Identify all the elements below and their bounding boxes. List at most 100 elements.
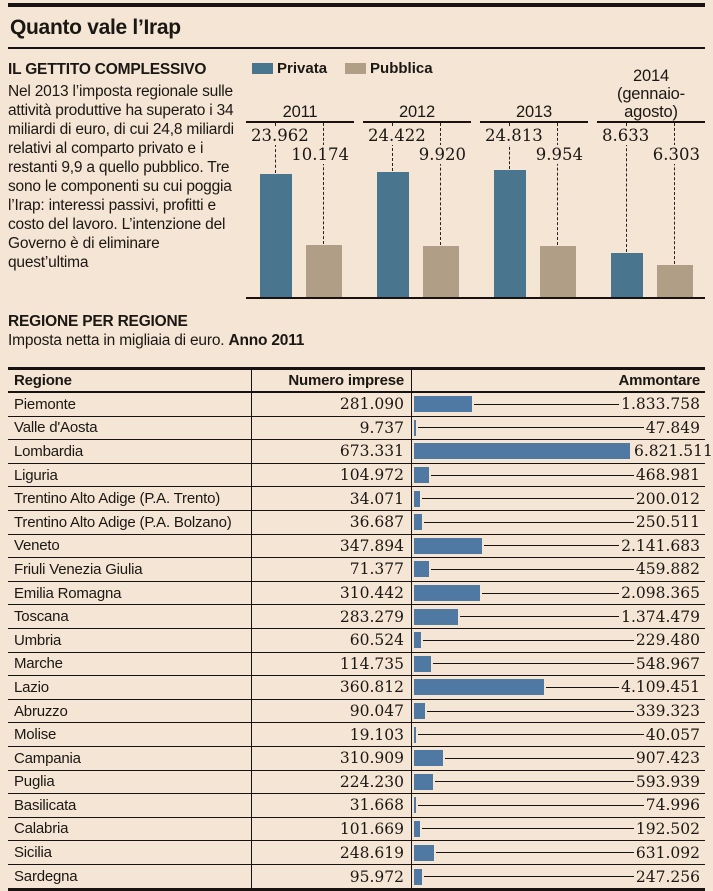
ammontare-cell: 339.323 — [412, 700, 705, 723]
region-name: Puglia — [8, 770, 252, 794]
header-numero-imprese: Numero imprese — [252, 370, 412, 391]
ammontare-bar — [414, 844, 434, 861]
legend-label-privata: Privata — [277, 59, 328, 77]
bar-privata-2012 — [377, 172, 409, 297]
numero-imprese-value: 90.047 — [252, 699, 412, 723]
ammontare-bar — [414, 396, 472, 413]
chart-year-label: 2012 — [399, 103, 435, 121]
leader-dash-pubblica — [674, 123, 675, 264]
value-label-privata: 8.633 — [599, 126, 653, 145]
table-row: Basilicata 31.668 74.996 — [8, 794, 705, 818]
ammontare-value: 192.502 — [635, 819, 700, 838]
chart-group-2011: 2011 23.962 10.174 — [246, 83, 354, 297]
value-label-pubblica: 9.920 — [415, 145, 469, 164]
region-name: Emilia Romagna — [8, 581, 252, 605]
ammontare-cell: 200.012 — [412, 487, 705, 510]
ammontare-bar — [414, 561, 429, 578]
region-name: Trentino Alto Adige (P.A. Bolzano) — [8, 510, 252, 534]
ammontare-bar — [414, 467, 429, 484]
numero-imprese-value: 36.687 — [252, 510, 412, 534]
chart-plot-area: 2011 23.962 10.174 2012 24.422 9.920 2013 24.81… — [246, 67, 705, 297]
ammontare-value: 631.092 — [635, 843, 700, 862]
table-row: Abruzzo 90.047 339.323 — [8, 699, 705, 724]
region-subtitle-year: Anno 2011 — [228, 332, 305, 349]
ammontare-value: 40.057 — [645, 725, 700, 744]
table-row: Friuli Venezia Giulia 71.377 459.882 — [8, 558, 705, 582]
region-name: Piemonte — [8, 393, 252, 416]
value-label-pubblica: 10.174 — [288, 145, 352, 164]
value-label-pubblica: 9.954 — [532, 145, 586, 164]
bar-pubblica-2011 — [306, 245, 342, 297]
numero-imprese-value: 34.071 — [252, 487, 412, 510]
legend-item-pubblica: Pubblica — [345, 60, 433, 77]
chart-year-label: 2014 (gennaio-agosto) — [597, 67, 705, 121]
ammontare-cell: 907.423 — [412, 747, 705, 770]
leader-line — [431, 568, 634, 570]
region-name: Molise — [8, 723, 252, 746]
table-row: Puglia 224.230 593.939 — [8, 770, 705, 795]
chart-group-rule — [363, 121, 471, 123]
region-name: Trentino Alto Adige (P.A. Trento) — [8, 487, 252, 510]
bar-privata-2014 — [611, 253, 643, 297]
region-heading: REGIONE PER REGIONE — [8, 313, 188, 330]
ammontare-cell: 47.849 — [412, 417, 705, 440]
value-label-pubblica: 6.303 — [649, 145, 703, 164]
numero-imprese-value: 60.524 — [252, 628, 412, 652]
table-row: Liguria 104.972 468.981 — [8, 463, 705, 488]
numero-imprese-value: 9.737 — [252, 416, 412, 440]
numero-imprese-value: 95.972 — [252, 864, 412, 889]
numero-imprese-value: 360.812 — [252, 676, 412, 699]
chart-group-plot: 24.813 9.954 — [480, 123, 588, 297]
ammontare-bar — [414, 585, 480, 602]
table-row: Molise 19.103 40.057 — [8, 723, 705, 747]
ammontare-cell: 6.821.511 — [412, 440, 713, 463]
region-name: Umbria — [8, 628, 252, 652]
ammontare-value: 1.374.479 — [621, 607, 700, 626]
legend-label-pubblica: Pubblica — [370, 59, 433, 77]
chart-group-2013: 2013 24.813 9.954 — [480, 83, 588, 297]
ammontare-bar — [414, 490, 420, 507]
bar-pubblica-2013 — [540, 246, 576, 297]
ammontare-value: 6.821.511 — [634, 442, 713, 461]
ammontare-bar — [414, 655, 431, 672]
ammontare-value: 229.480 — [635, 631, 700, 650]
leader-line — [435, 781, 634, 783]
table-row: Sardegna 95.972 247.256 — [8, 864, 705, 889]
ammontare-bar — [414, 514, 422, 531]
ammontare-cell: 631.092 — [412, 841, 705, 864]
leader-dash-pubblica — [440, 123, 441, 245]
region-name: Toscana — [8, 605, 252, 628]
table-row: Sicilia 248.619 631.092 — [8, 841, 705, 865]
ammontare-value: 74.996 — [645, 796, 700, 815]
gettito-heading: IL GETTITO COMPLESSIVO — [8, 61, 207, 78]
ammontare-cell: 40.057 — [412, 723, 705, 746]
ammontare-value: 468.981 — [635, 466, 700, 485]
leader-line — [474, 403, 620, 405]
region-name: Sardegna — [8, 864, 252, 889]
ammontare-value: 593.939 — [635, 772, 700, 791]
numero-imprese-value: 114.735 — [252, 652, 412, 676]
ammontare-value: 247.256 — [635, 867, 700, 886]
ammontare-cell: 593.939 — [412, 771, 705, 794]
ammontare-bar — [414, 443, 630, 460]
leader-line — [482, 592, 620, 594]
table-row: Piemonte 281.090 1.833.758 — [8, 393, 705, 417]
ammontare-bar — [414, 868, 422, 885]
leader-line — [422, 828, 634, 830]
chart-year-sublabel: (gennaio-agosto) — [617, 85, 685, 121]
ammontare-bar — [414, 679, 544, 696]
ammontare-value: 459.882 — [635, 560, 700, 579]
table-row: Valle d'Aosta 9.737 47.849 — [8, 416, 705, 441]
value-label-privata: 24.422 — [365, 126, 429, 145]
leader-line — [424, 521, 634, 523]
leader-line — [431, 474, 634, 476]
leader-line — [418, 427, 644, 429]
region-name: Basilicata — [8, 794, 252, 817]
region-name: Lazio — [8, 676, 252, 699]
ammontare-bar — [414, 537, 482, 554]
value-label-privata: 23.962 — [248, 126, 312, 145]
ammontare-cell: 247.256 — [412, 865, 705, 889]
ammontare-cell: 74.996 — [412, 794, 705, 817]
ammontare-value: 339.323 — [635, 702, 700, 721]
privata-swatch-icon — [252, 62, 273, 74]
